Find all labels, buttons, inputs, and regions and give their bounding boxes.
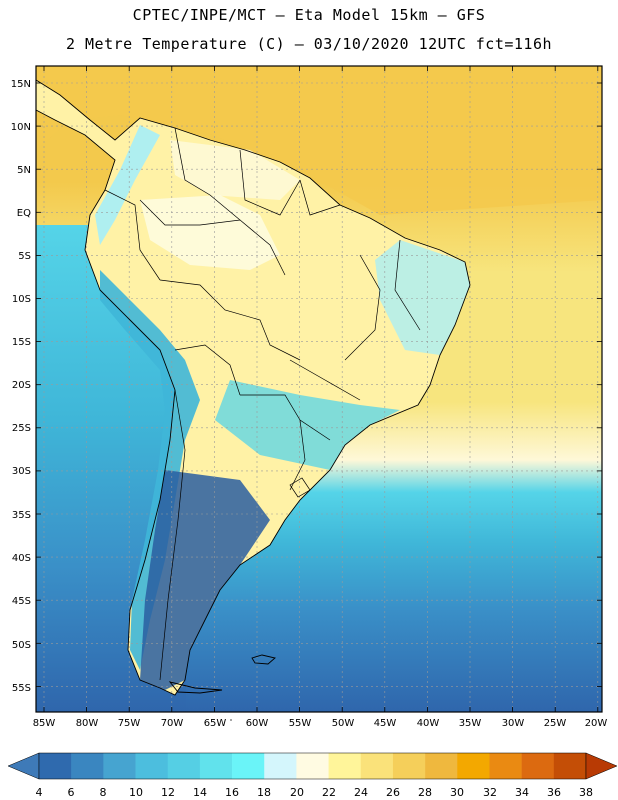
colorbar-arrow-left xyxy=(7,752,40,780)
colorbar-label: 16 xyxy=(225,786,239,799)
colorbar-cell xyxy=(71,753,104,779)
lat-label: 5S xyxy=(18,251,31,262)
colorbar xyxy=(7,752,618,780)
lat-label: 45S xyxy=(12,596,31,607)
colorbar-cell xyxy=(167,753,201,779)
colorbar-label: 28 xyxy=(418,786,432,799)
lon-label: 20W xyxy=(585,718,608,729)
lon-label: 40W xyxy=(417,718,440,729)
colorbar-label: 8 xyxy=(100,786,107,799)
country-borders xyxy=(104,127,421,681)
map-title-line1: CPTEC/INPE/MCT – Eta Model 15km – GFS xyxy=(132,6,486,24)
colorbar-cell xyxy=(328,753,362,779)
colorbar-label: 26 xyxy=(386,786,400,799)
lon-label: 80W xyxy=(76,718,99,729)
colorbar-label: 30 xyxy=(450,786,464,799)
colorbar-label: 14 xyxy=(193,786,207,799)
colorbar-label: 22 xyxy=(322,786,336,799)
colorbar-cell xyxy=(489,753,522,779)
colorbar-cell xyxy=(199,753,233,779)
lat-label: 50S xyxy=(12,640,31,651)
colorbar-label: 32 xyxy=(483,786,497,799)
colorbar-cell xyxy=(553,753,587,779)
colorbar-arrow-right xyxy=(585,752,618,780)
longitude-labels: 85W 80W 75W 70W 65W 60W 55W 50W 45W 40W … xyxy=(33,718,608,729)
lat-label: 15N xyxy=(11,79,31,90)
colorbar-label: 38 xyxy=(579,786,593,799)
colorbar-label: 10 xyxy=(129,786,143,799)
colorbar-cell xyxy=(135,753,169,779)
land-pale-venezuela xyxy=(170,140,300,200)
colorbar-cell xyxy=(457,753,490,779)
lat-label: 15S xyxy=(12,337,31,348)
lon-label: 45W xyxy=(374,718,397,729)
colorbar-label: 4 xyxy=(36,786,43,799)
colorbar-cell xyxy=(521,753,555,779)
colorbar-label: 24 xyxy=(354,786,368,799)
colorbar-cell xyxy=(39,753,72,779)
colorbar-label: 12 xyxy=(161,786,175,799)
colorbar-cells xyxy=(38,752,587,780)
lat-label: 30S xyxy=(12,466,31,477)
lon-label: 85W xyxy=(33,718,56,729)
falkland-islands xyxy=(251,654,276,665)
land-andes-south xyxy=(100,270,200,670)
colorbar-label: 18 xyxy=(257,786,271,799)
lat-label: 10S xyxy=(12,294,31,305)
lat-label: 35S xyxy=(12,510,31,521)
frame-ticks xyxy=(36,66,602,712)
lon-label: 70W xyxy=(161,718,184,729)
lon-label: 50W xyxy=(332,718,355,729)
land-cyan-northeast xyxy=(375,240,470,355)
latitude-labels: 15N 10N 5N EQ 5S 10S 15S 20S 25S 30S 35S… xyxy=(11,79,31,694)
colorbar-cell xyxy=(360,753,394,779)
colorbar-label: 20 xyxy=(290,786,304,799)
colorbar-label: 36 xyxy=(547,786,561,799)
colorbar-cell xyxy=(103,753,136,779)
lon-label: 55W xyxy=(289,718,312,729)
lat-label: 40S xyxy=(12,553,31,564)
colorbar-labels: 4 6 8 10 12 14 16 18 20 22 24 26 28 30 3… xyxy=(36,786,594,799)
lon-label: 60W xyxy=(246,718,269,729)
tierra-del-fuego xyxy=(168,681,223,694)
lat-label: 20S xyxy=(12,380,31,391)
lat-label: 25S xyxy=(12,423,31,434)
lon-label: 65W xyxy=(204,718,227,729)
colorbar-cell xyxy=(392,753,426,779)
land-pale-amazon xyxy=(140,195,280,270)
lon-label: 75W xyxy=(118,718,141,729)
lat-label: EQ xyxy=(17,208,31,219)
ocean-caribbean-warm xyxy=(36,66,602,215)
colorbar-label: 34 xyxy=(515,786,529,799)
land-patagonia xyxy=(140,470,270,690)
map-frame xyxy=(35,65,603,713)
land-cyan-andes-north xyxy=(95,125,160,245)
lakes-and-islands xyxy=(230,477,311,721)
colorbar-cell xyxy=(264,753,297,779)
lat-label: 5N xyxy=(17,165,31,176)
map-title-line2: 2 Metre Temperature (C) – 03/10/2020 12U… xyxy=(65,35,553,53)
coastline xyxy=(35,79,471,696)
colorbar-label: 6 xyxy=(68,786,75,799)
colorbar-cell xyxy=(232,753,265,779)
lat-label: 55S xyxy=(12,683,31,694)
lon-label: 30W xyxy=(502,718,525,729)
graticule xyxy=(36,66,602,712)
colorbar-cell xyxy=(425,753,458,779)
lon-label: 25W xyxy=(544,718,567,729)
colorbar-cell xyxy=(296,753,329,779)
lon-label: 35W xyxy=(459,718,482,729)
lat-label: 10N xyxy=(11,122,31,133)
